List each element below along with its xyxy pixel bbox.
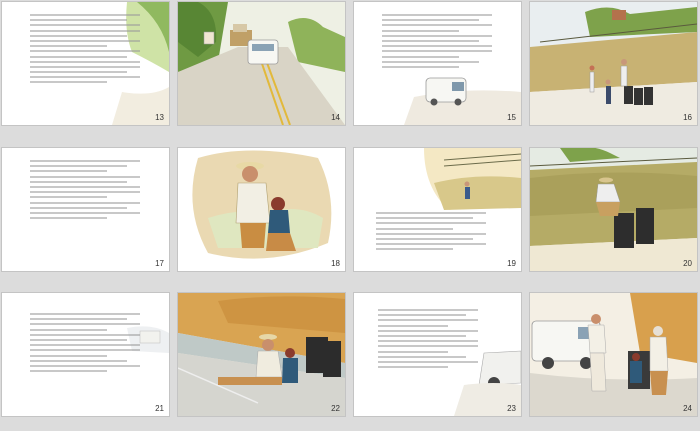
slide-20-art [530, 148, 697, 271]
slide-19-text [376, 212, 486, 254]
slide-14-art [178, 2, 345, 125]
page-number: 18 [331, 259, 340, 268]
slide-13-art [112, 2, 169, 125]
slide-21-art [127, 326, 169, 353]
slide-15-art [404, 77, 521, 125]
page-number: 23 [507, 404, 516, 413]
slide-22-art [178, 293, 345, 416]
slide-19[interactable]: 19 [354, 148, 521, 271]
slide-17[interactable]: 17 [2, 148, 169, 271]
slide-23-text [378, 309, 478, 371]
slide-13[interactable]: 13 [2, 2, 169, 125]
slide-22[interactable]: 22 [178, 293, 345, 416]
page-number: 17 [155, 259, 164, 268]
slide-17-text [30, 160, 140, 222]
page-number: 16 [683, 113, 692, 122]
page-number: 15 [507, 113, 516, 122]
slide-14[interactable]: 14 [178, 2, 345, 125]
slide-15-text [382, 14, 492, 71]
slide-23[interactable]: 23 [354, 293, 521, 416]
slide-24[interactable]: 24 [530, 293, 697, 416]
page-number: 24 [683, 404, 692, 413]
slide-21[interactable]: 21 [2, 293, 169, 416]
page-number: 21 [155, 404, 164, 413]
page-number: 14 [331, 113, 340, 122]
slide-18[interactable]: 18 [178, 148, 345, 271]
page-number: 20 [683, 259, 692, 268]
slide-21-text [30, 313, 140, 375]
slide-16[interactable]: 16 [530, 2, 697, 125]
slide-24-art [530, 293, 697, 416]
slide-13-text [30, 14, 140, 87]
page-number: 13 [155, 113, 164, 122]
slide-19-art [424, 148, 521, 210]
slide-20[interactable]: 20 [530, 148, 697, 271]
page-number: 19 [507, 259, 516, 268]
slide-16-art [530, 2, 697, 125]
slide-23-art [454, 350, 521, 416]
page-number: 22 [331, 404, 340, 413]
slide-15[interactable]: 15 [354, 2, 521, 125]
slide-18-art [192, 150, 332, 259]
